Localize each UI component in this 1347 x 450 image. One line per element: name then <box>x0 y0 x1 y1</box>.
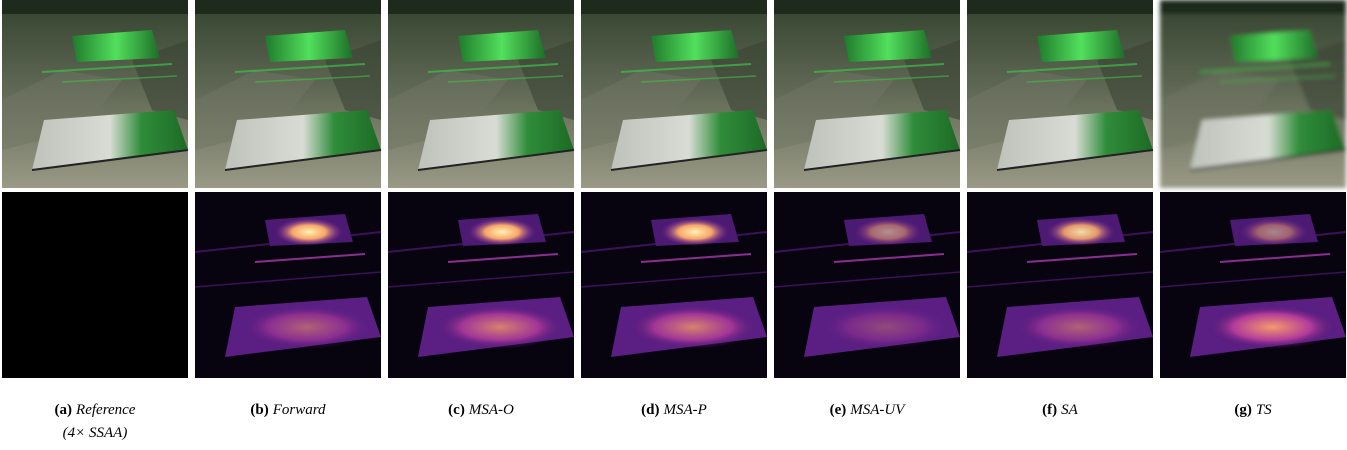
error-base <box>388 192 574 378</box>
caption: (f) SA <box>1042 402 1079 418</box>
render-image <box>774 0 960 188</box>
caption-label: (a) <box>55 402 73 418</box>
error-base <box>1160 192 1346 378</box>
error-hot-top <box>1240 218 1308 246</box>
render <box>2 0 188 188</box>
error-hot-low <box>821 305 951 349</box>
caption: (a)Reference <box>55 402 136 418</box>
render <box>967 0 1153 188</box>
caption-name: MSA-UV <box>849 402 906 418</box>
error-base <box>774 192 960 378</box>
error-base <box>967 192 1153 378</box>
panel: (b)Forward <box>195 0 381 418</box>
render <box>388 0 574 188</box>
render-image <box>581 0 767 188</box>
caption-label: (g) <box>1234 402 1252 418</box>
caption-label: (d) <box>641 402 659 418</box>
render <box>195 0 381 188</box>
error-hot-low <box>435 305 565 349</box>
error-hot-top <box>1047 218 1115 246</box>
error-hot-top <box>661 218 729 246</box>
figure: (a)Reference(4× SSAA)(b)Forward(c)MSA-O(… <box>0 0 1347 450</box>
error-map <box>774 192 960 378</box>
caption: (e)MSA-UV <box>830 402 907 418</box>
panel: (f) SA <box>967 0 1153 418</box>
caption-name: Reference <box>75 402 136 418</box>
caption-label: (f) <box>1042 402 1057 418</box>
caption-note: (4× SSAA) <box>63 425 128 441</box>
panel: (a)Reference (4× SSAA) <box>2 0 188 441</box>
caption-name: MSA-O <box>468 402 514 418</box>
error-hot-top <box>854 218 922 246</box>
error-base <box>195 192 381 378</box>
error-hot-low <box>1014 305 1144 349</box>
render-image <box>388 0 574 188</box>
error-hot-low <box>1207 305 1337 349</box>
error-hot-low <box>628 305 758 349</box>
panel: (e)MSA-UV <box>774 0 960 418</box>
error-hot-top <box>468 218 536 246</box>
panel: (d)MSA-P <box>581 0 767 418</box>
caption-label: (b) <box>250 402 268 418</box>
error-map <box>581 192 767 378</box>
error-map <box>388 192 574 378</box>
error-empty <box>2 192 188 378</box>
caption-name: TS <box>1256 402 1272 418</box>
caption: (b)Forward <box>250 402 326 418</box>
render-image <box>2 0 188 188</box>
error-map <box>967 192 1153 378</box>
caption-name: Forward <box>272 402 326 418</box>
error-hot-top <box>275 218 343 246</box>
caption-name: SA <box>1061 402 1079 418</box>
render <box>774 0 960 188</box>
panel: (g)TS <box>1160 0 1346 418</box>
render-image <box>195 0 381 188</box>
caption: (d)MSA-P <box>641 402 707 418</box>
render-image <box>967 0 1153 188</box>
caption-label: (c) <box>448 402 465 418</box>
error-map <box>2 192 188 378</box>
caption: (g)TS <box>1234 402 1272 418</box>
error-base <box>581 192 767 378</box>
caption-label: (e) <box>830 402 847 418</box>
render <box>1160 0 1346 188</box>
error-map <box>1160 192 1346 378</box>
caption-name: MSA-P <box>663 402 707 418</box>
render-image <box>1160 0 1346 188</box>
caption: (c)MSA-O <box>448 402 514 418</box>
error-hot-low <box>242 305 372 349</box>
render <box>581 0 767 188</box>
error-map <box>195 192 381 378</box>
panel: (c)MSA-O <box>388 0 574 418</box>
